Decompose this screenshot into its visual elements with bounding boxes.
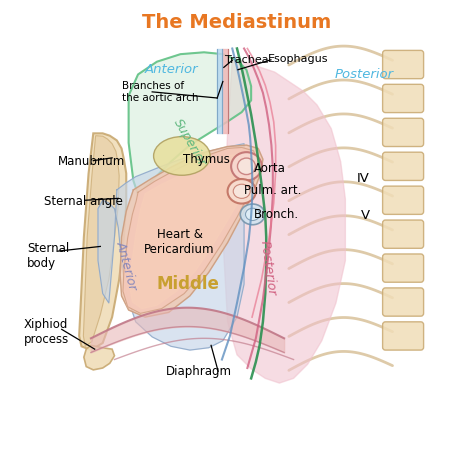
FancyBboxPatch shape [383,220,424,248]
FancyBboxPatch shape [383,254,424,282]
Polygon shape [123,147,258,313]
Ellipse shape [237,158,255,174]
Ellipse shape [240,204,265,225]
Polygon shape [84,346,115,370]
Text: Posterior: Posterior [257,239,278,296]
Polygon shape [217,48,222,133]
Polygon shape [129,155,251,309]
Polygon shape [128,52,251,195]
Text: Pulm. art.: Pulm. art. [244,184,301,197]
Ellipse shape [246,208,260,220]
FancyBboxPatch shape [383,118,424,146]
Text: Anterior: Anterior [144,63,198,76]
Text: Heart &
Pericardium: Heart & Pericardium [144,228,215,255]
Ellipse shape [228,179,256,203]
Text: Sternal
body: Sternal body [27,242,70,270]
FancyBboxPatch shape [383,152,424,181]
FancyBboxPatch shape [383,186,424,214]
Text: Anterior: Anterior [113,239,139,292]
Text: Posterior: Posterior [335,68,394,81]
Text: Sternal angle: Sternal angle [44,195,123,208]
Text: Diaphragm: Diaphragm [166,365,232,378]
Text: Middle: Middle [156,275,219,293]
Polygon shape [79,133,126,350]
Text: The Mediastinum: The Mediastinum [142,13,332,32]
Text: Aorta: Aorta [254,162,285,175]
Polygon shape [120,145,263,317]
FancyBboxPatch shape [383,322,424,350]
Polygon shape [83,136,119,346]
FancyBboxPatch shape [383,50,424,79]
Text: Superior: Superior [171,117,209,169]
Ellipse shape [233,184,250,198]
Polygon shape [223,58,346,383]
Ellipse shape [154,137,210,175]
Polygon shape [98,144,244,350]
Text: Trachea: Trachea [225,55,269,65]
FancyBboxPatch shape [383,288,424,316]
Text: IV: IV [357,172,370,184]
Text: Branches of
the aortic arch: Branches of the aortic arch [121,81,198,103]
Text: Thymus: Thymus [183,153,230,166]
Text: Xiphiod
process: Xiphiod process [24,318,69,346]
Text: V: V [360,210,370,222]
Text: Bronch.: Bronch. [254,208,299,221]
FancyBboxPatch shape [383,84,424,113]
Text: Manubrium: Manubrium [58,155,125,168]
Ellipse shape [231,152,262,181]
Text: Esophagus: Esophagus [268,54,328,64]
Polygon shape [222,48,228,133]
